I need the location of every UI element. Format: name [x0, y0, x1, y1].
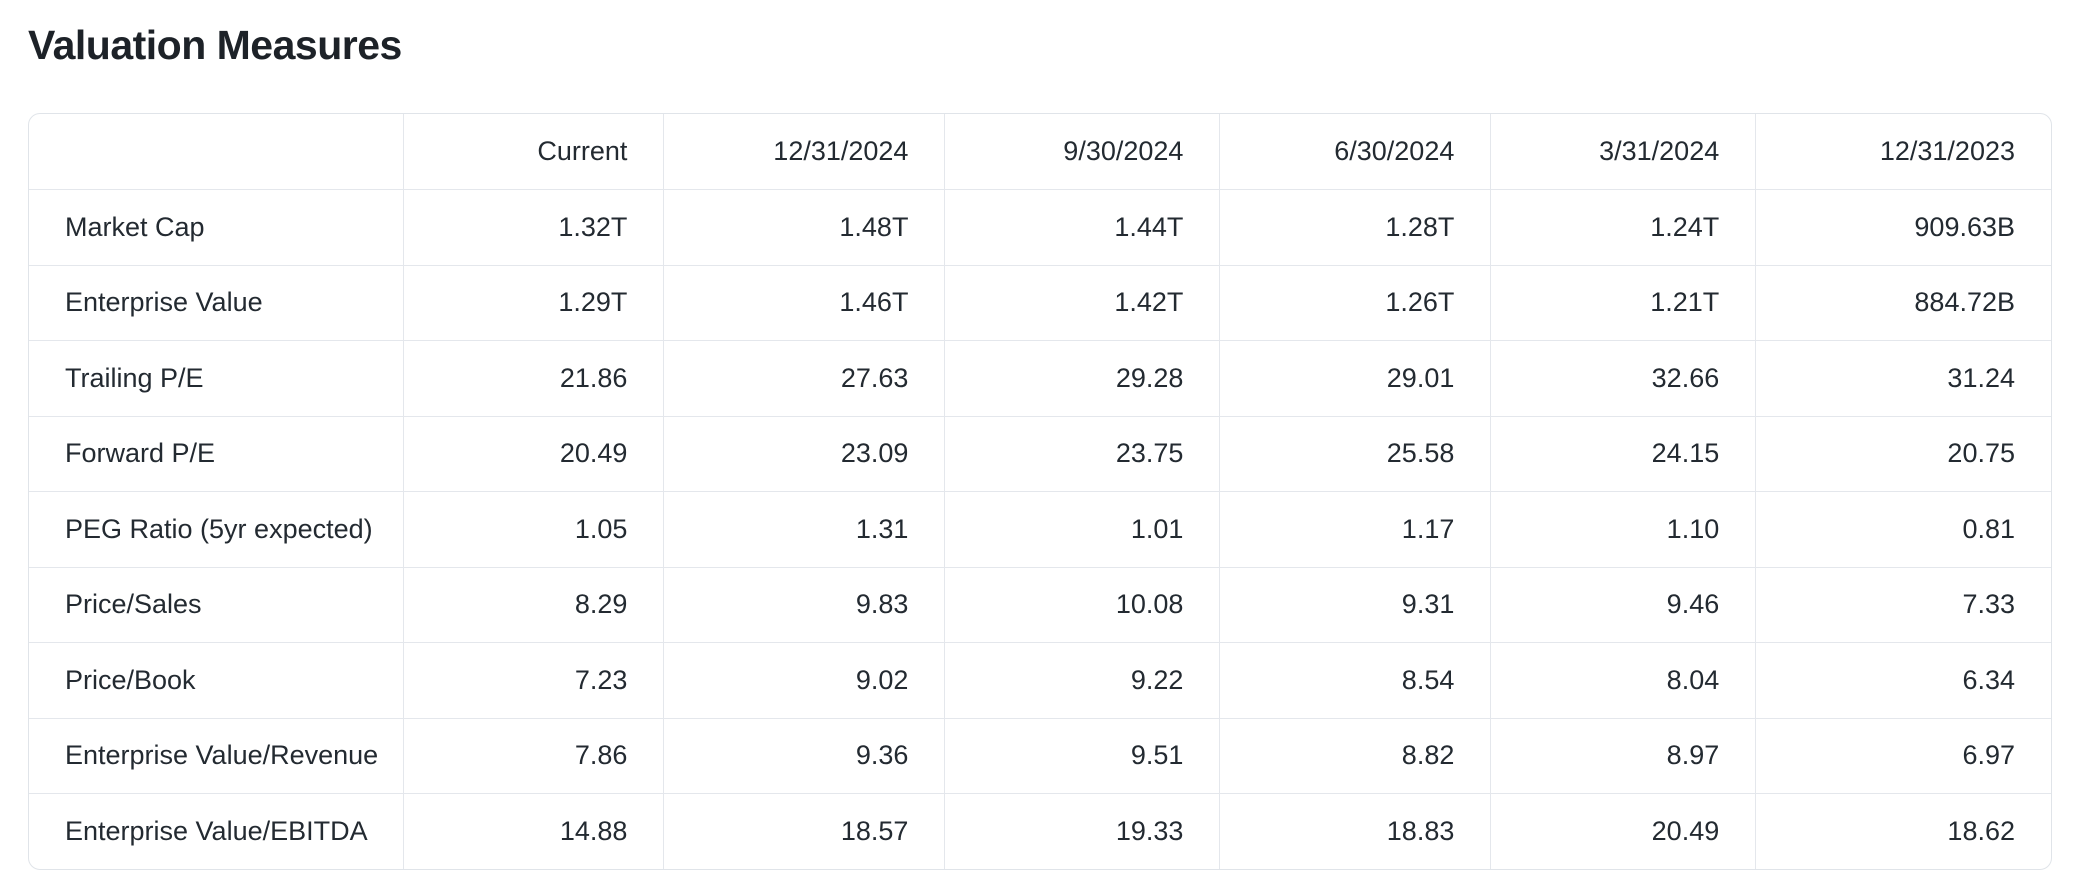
- cell-value: 8.97: [1490, 717, 1756, 794]
- cell-value: 9.51: [944, 717, 1220, 794]
- row-label: Price/Book: [29, 642, 404, 718]
- column-header: 3/31/2024: [1490, 114, 1756, 190]
- cell-value: 18.62: [1755, 793, 2051, 869]
- table-row: Price/Book 7.23 9.02 9.22 8.54 8.04 6.34: [29, 642, 2051, 718]
- table-row: Enterprise Value 1.29T 1.46T 1.42T 1.26T…: [29, 264, 2051, 341]
- cell-value: 20.49: [1490, 793, 1756, 869]
- cell-value: 32.66: [1490, 340, 1756, 416]
- cell-value: 10.08: [944, 566, 1220, 643]
- cell-value: 7.23: [402, 642, 664, 718]
- cell-value: 9.02: [663, 642, 945, 718]
- column-header: 12/31/2024: [663, 114, 945, 190]
- column-header: 6/30/2024: [1219, 114, 1491, 190]
- row-label: Enterprise Value/Revenue: [29, 717, 404, 794]
- cell-value: 31.24: [1755, 340, 2051, 416]
- cell-value: 1.05: [402, 491, 664, 567]
- column-header: 9/30/2024: [944, 114, 1220, 190]
- table-row: Forward P/E 20.49 23.09 23.75 25.58 24.1…: [29, 415, 2051, 492]
- cell-value: 1.17: [1219, 491, 1491, 567]
- table-body: Market Cap 1.32T 1.48T 1.44T 1.28T 1.24T…: [29, 189, 2051, 869]
- row-label: Price/Sales: [29, 566, 404, 643]
- cell-value: 1.26T: [1219, 264, 1491, 341]
- page-title: Valuation Measures: [28, 22, 402, 68]
- cell-value: 9.46: [1490, 566, 1756, 643]
- row-label: PEG Ratio (5yr expected): [29, 491, 404, 567]
- cell-value: 1.21T: [1490, 264, 1756, 341]
- cell-value: 20.75: [1755, 415, 2051, 492]
- cell-value: 9.31: [1219, 566, 1491, 643]
- row-label: Trailing P/E: [29, 340, 404, 416]
- cell-value: 8.04: [1490, 642, 1756, 718]
- cell-value: 23.09: [663, 415, 945, 492]
- header-row: Current 12/31/2024 9/30/2024 6/30/2024 3…: [29, 114, 2051, 190]
- row-label: Enterprise Value: [29, 264, 404, 341]
- table-row: Market Cap 1.32T 1.48T 1.44T 1.28T 1.24T…: [29, 189, 2051, 265]
- cell-value: 1.44T: [944, 189, 1220, 265]
- valuation-table: Current 12/31/2024 9/30/2024 6/30/2024 3…: [29, 114, 2051, 869]
- cell-value: 0.81: [1755, 491, 2051, 567]
- table-row: Trailing P/E 21.86 27.63 29.28 29.01 32.…: [29, 340, 2051, 416]
- cell-value: 7.33: [1755, 566, 2051, 643]
- cell-value: 27.63: [663, 340, 945, 416]
- cell-value: 8.82: [1219, 717, 1491, 794]
- cell-value: 6.97: [1755, 717, 2051, 794]
- cell-value: 884.72B: [1755, 264, 2051, 341]
- cell-value: 14.88: [402, 793, 664, 869]
- cell-value: 9.22: [944, 642, 1220, 718]
- corner-cell: [29, 114, 403, 190]
- cell-value: 6.34: [1755, 642, 2051, 718]
- table-row: Enterprise Value/Revenue 7.86 9.36 9.51 …: [29, 717, 2051, 794]
- cell-value: 1.32T: [402, 189, 664, 265]
- cell-value: 1.42T: [944, 264, 1220, 341]
- cell-value: 1.28T: [1219, 189, 1491, 265]
- column-header: Current: [402, 114, 664, 190]
- row-label: Forward P/E: [29, 415, 404, 492]
- cell-value: 8.54: [1219, 642, 1491, 718]
- cell-value: 8.29: [402, 566, 664, 643]
- cell-value: 1.29T: [402, 264, 664, 341]
- cell-value: 25.58: [1219, 415, 1491, 492]
- table-row: Price/Sales 8.29 9.83 10.08 9.31 9.46 7.…: [29, 566, 2051, 643]
- cell-value: 9.83: [663, 566, 945, 643]
- row-label: Market Cap: [29, 189, 404, 265]
- cell-value: 7.86: [402, 717, 664, 794]
- cell-value: 1.48T: [663, 189, 945, 265]
- cell-value: 23.75: [944, 415, 1220, 492]
- cell-value: 29.28: [944, 340, 1220, 416]
- cell-value: 1.10: [1490, 491, 1756, 567]
- cell-value: 21.86: [402, 340, 664, 416]
- cell-value: 1.31: [663, 491, 945, 567]
- table-row: PEG Ratio (5yr expected) 1.05 1.31 1.01 …: [29, 491, 2051, 567]
- cell-value: 24.15: [1490, 415, 1756, 492]
- column-header: 12/31/2023: [1755, 114, 2051, 190]
- cell-value: 29.01: [1219, 340, 1491, 416]
- cell-value: 19.33: [944, 793, 1220, 869]
- table-row: Enterprise Value/EBITDA 14.88 18.57 19.3…: [29, 793, 2051, 869]
- cell-value: 18.83: [1219, 793, 1491, 869]
- cell-value: 909.63B: [1755, 189, 2051, 265]
- cell-value: 9.36: [663, 717, 945, 794]
- cell-value: 1.46T: [663, 264, 945, 341]
- row-label: Enterprise Value/EBITDA: [29, 793, 404, 869]
- valuation-table-card: Current 12/31/2024 9/30/2024 6/30/2024 3…: [28, 113, 2052, 870]
- cell-value: 1.01: [944, 491, 1220, 567]
- cell-value: 20.49: [402, 415, 664, 492]
- cell-value: 18.57: [663, 793, 945, 869]
- cell-value: 1.24T: [1490, 189, 1756, 265]
